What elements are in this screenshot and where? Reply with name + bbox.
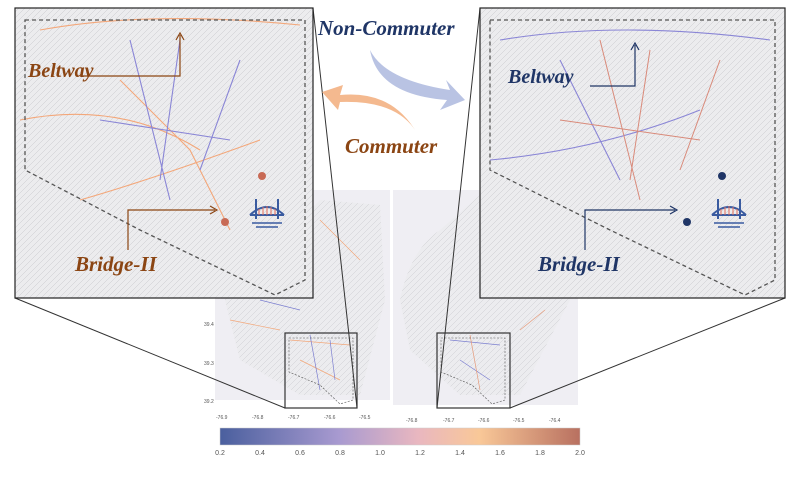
colorbar-tick: 1.2 — [415, 450, 425, 457]
right-inset-map — [479, 7, 786, 299]
x-tick: -76.8 — [406, 418, 418, 424]
colorbar-tick: 0.8 — [335, 450, 345, 457]
non-commuter-label: Non-Commuter — [318, 16, 455, 40]
left-beltway-label: Beltway — [28, 60, 94, 82]
x-tick: -76.7 — [443, 418, 455, 424]
left-bridge-label: Bridge-II — [75, 252, 157, 276]
bridge-icon — [249, 199, 285, 228]
connector-lines — [14, 7, 786, 409]
colorbar-tick: 2.0 — [575, 450, 585, 457]
colorbar-tick: 1.6 — [495, 450, 505, 457]
commuter-label: Commuter — [345, 134, 438, 158]
colorbar-tick: 1.8 — [535, 450, 545, 457]
left-zoom-box — [284, 332, 358, 409]
x-tick: -76.4 — [549, 418, 561, 424]
x-tick: -76.9 — [216, 415, 228, 421]
y-tick: 39.4 — [204, 322, 214, 328]
x-tick: -76.5 — [359, 415, 371, 421]
left-inset-map — [14, 7, 314, 299]
right-bridge-label: Bridge-II — [538, 252, 620, 276]
x-tick: -76.7 — [288, 415, 300, 421]
colorbar-tick: 1.0 — [375, 450, 385, 457]
x-tick: -76.6 — [324, 415, 336, 421]
non-commuter-arrow — [370, 50, 465, 110]
right-zoom-box — [436, 332, 511, 409]
colorbar-tick: 0.6 — [295, 450, 305, 457]
colorbar-tick: 1.4 — [455, 450, 465, 457]
x-tick: -76.5 — [513, 418, 525, 424]
colorbar — [219, 427, 581, 446]
right-beltway-label: Beltway — [508, 66, 574, 88]
bridge-icon — [711, 199, 747, 228]
commuter-arrow — [322, 85, 415, 130]
colorbar-tick: 0.4 — [255, 450, 265, 457]
y-tick: 39.3 — [204, 361, 214, 367]
colorbar-tick: 0.2 — [215, 450, 225, 457]
x-tick: -76.6 — [478, 418, 490, 424]
x-tick: -76.8 — [252, 415, 264, 421]
y-tick: 39.2 — [204, 399, 214, 405]
